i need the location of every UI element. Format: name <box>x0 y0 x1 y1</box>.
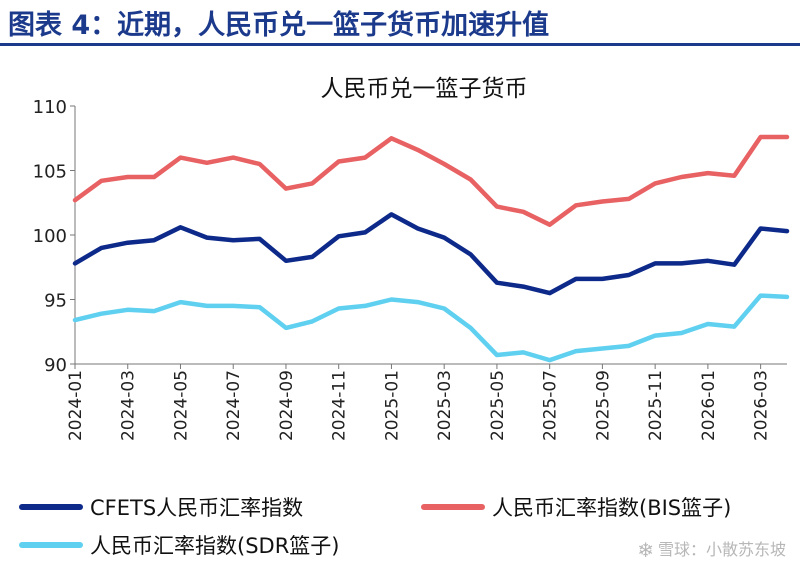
x-tick-label: 2025-05 <box>488 370 508 441</box>
watermark: ❄ 雪球：小散苏东坡 <box>637 536 786 562</box>
figure-header: 图表 4：近期，人民币兑一篮子货币加速升值 <box>0 0 800 46</box>
x-tick-label: 2024-05 <box>171 370 191 441</box>
legend-label: 人民币汇率指数(SDR篮子) <box>90 534 339 558</box>
y-tick-label: 100 <box>33 226 67 247</box>
legend-label: 人民币汇率指数(BIS篮子) <box>492 496 731 520</box>
watermark-text: 雪球：小散苏东坡 <box>657 540 786 559</box>
x-tick-label: 2025-11 <box>646 370 666 441</box>
x-tick-label: 2024-11 <box>330 370 350 441</box>
series-line <box>72 134 790 227</box>
chart-legend: CFETS人民币汇率指数 人民币汇率指数(BIS篮子) 人民币汇率指数(SDR篮子) <box>19 496 731 558</box>
series-layer <box>72 134 790 363</box>
title-rule <box>0 43 800 46</box>
y-tick-label: 105 <box>33 162 67 183</box>
x-tick-label: 2024-03 <box>119 370 139 441</box>
figure-title: 图表 4：近期，人民币兑一篮子货币加速升值 <box>8 10 550 41</box>
y-tick-label: 110 <box>33 97 67 118</box>
x-tick-label: 2024-07 <box>224 370 244 441</box>
y-tick-label: 95 <box>44 291 67 312</box>
x-tick-label: 2025-03 <box>435 370 455 441</box>
x-tick-label: 2025-01 <box>382 370 402 441</box>
y-tick-label: 90 <box>44 355 67 376</box>
chart-axes: 90 95 100 105 110 2024-01 2024-03 2024-05 2024-0… <box>33 97 787 441</box>
x-tick-label: 2026-01 <box>699 370 719 441</box>
snowball-logo-icon: ❄ <box>637 538 654 562</box>
x-tick-label: 2024-01 <box>66 370 86 441</box>
x-tick-label: 2026-03 <box>752 370 772 441</box>
legend-label: CFETS人民币汇率指数 <box>90 496 303 520</box>
x-tick-label: 2025-07 <box>541 370 561 441</box>
series-line <box>72 293 790 363</box>
series-line <box>72 212 790 296</box>
x-tick-label: 2025-09 <box>593 370 613 441</box>
x-tick-label: 2024-09 <box>277 370 297 441</box>
chart-title: 人民币兑一篮子货币 <box>321 76 528 102</box>
